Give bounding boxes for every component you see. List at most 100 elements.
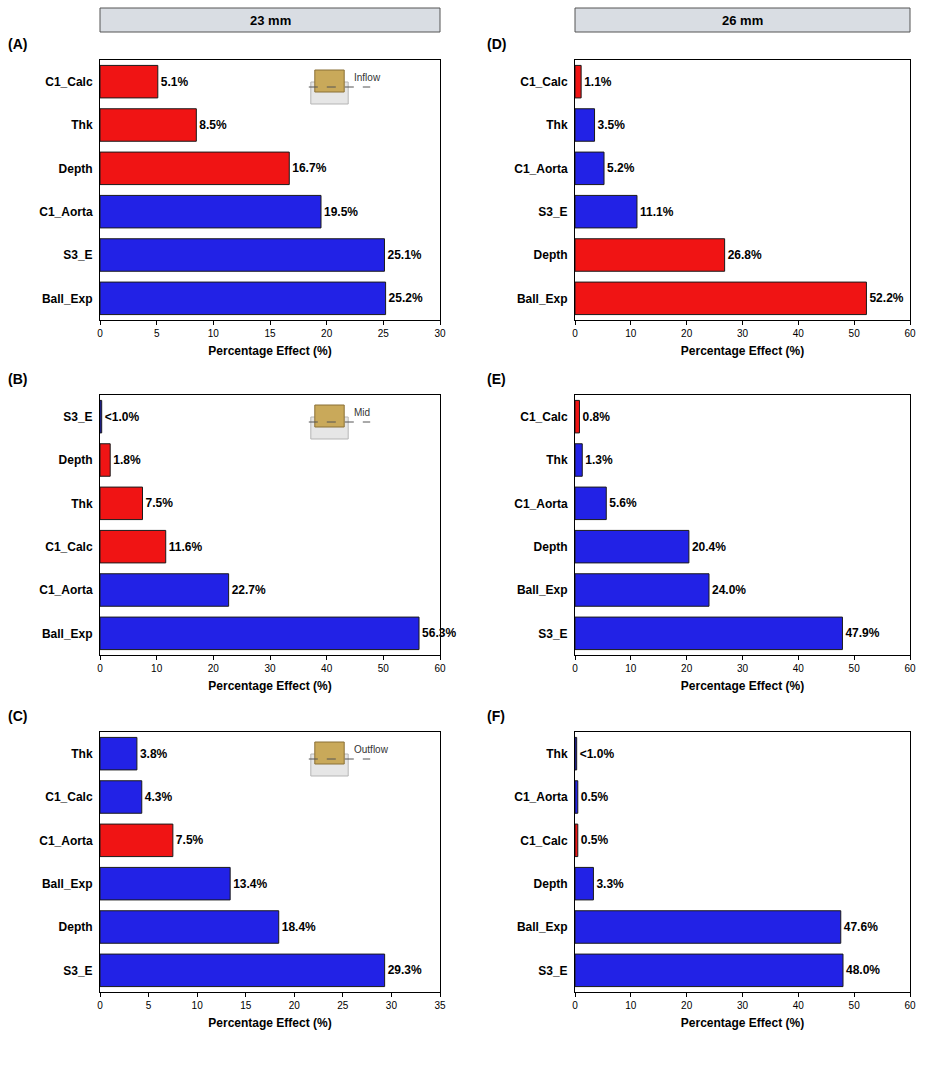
svg-text:50: 50: [849, 328, 861, 339]
svg-text:3.5%: 3.5%: [598, 118, 626, 132]
svg-text:50: 50: [849, 663, 861, 674]
svg-text:Outflow: Outflow: [354, 744, 389, 755]
svg-text:(F): (F): [487, 708, 505, 724]
svg-text:20: 20: [289, 1000, 301, 1011]
svg-text:25.2%: 25.2%: [389, 291, 423, 305]
svg-text:(D): (D): [487, 36, 506, 52]
svg-text:(A): (A): [8, 36, 27, 52]
svg-text:11.6%: 11.6%: [169, 540, 203, 554]
svg-text:Depth: Depth: [534, 877, 568, 891]
svg-text:20: 20: [321, 328, 333, 339]
svg-text:19.5%: 19.5%: [324, 205, 358, 219]
svg-text:29.3%: 29.3%: [388, 963, 422, 977]
svg-text:40: 40: [793, 1000, 805, 1011]
svg-text:15: 15: [264, 328, 276, 339]
svg-text:60: 60: [904, 1000, 916, 1011]
svg-text:47.9%: 47.9%: [845, 626, 879, 640]
svg-text:50: 50: [849, 1000, 861, 1011]
svg-text:Depth: Depth: [59, 453, 93, 467]
svg-text:Ball_Exp: Ball_Exp: [517, 920, 568, 934]
svg-text:0.8%: 0.8%: [582, 410, 610, 424]
svg-text:16.7%: 16.7%: [292, 161, 326, 175]
svg-text:C1_Aorta: C1_Aorta: [514, 162, 568, 176]
svg-text:Depth: Depth: [59, 162, 93, 176]
svg-text:30: 30: [434, 328, 446, 339]
svg-text:(C): (C): [8, 708, 27, 724]
svg-text:10: 10: [151, 663, 163, 674]
svg-text:40: 40: [321, 663, 333, 674]
svg-text:0: 0: [97, 1000, 103, 1011]
svg-text:30: 30: [264, 663, 276, 674]
svg-text:20: 20: [681, 328, 693, 339]
svg-text:10: 10: [625, 328, 637, 339]
svg-text:Depth: Depth: [59, 920, 93, 934]
svg-text:5: 5: [154, 328, 160, 339]
svg-text:Thk: Thk: [71, 118, 93, 132]
svg-text:25: 25: [378, 328, 390, 339]
svg-text:Percentage Effect (%): Percentage Effect (%): [208, 344, 331, 358]
svg-text:5.6%: 5.6%: [609, 496, 637, 510]
svg-text:20: 20: [208, 663, 220, 674]
svg-text:<1.0%: <1.0%: [580, 747, 615, 761]
svg-text:20: 20: [681, 663, 693, 674]
svg-text:Depth: Depth: [534, 248, 568, 262]
svg-text:<1.0%: <1.0%: [105, 410, 140, 424]
svg-text:40: 40: [793, 328, 805, 339]
svg-text:C1_Aorta: C1_Aorta: [39, 834, 93, 848]
svg-text:C1_Calc: C1_Calc: [45, 540, 93, 554]
svg-text:11.1%: 11.1%: [640, 205, 674, 219]
svg-text:0: 0: [572, 663, 578, 674]
svg-text:C1_Aorta: C1_Aorta: [39, 205, 93, 219]
svg-text:30: 30: [737, 1000, 749, 1011]
svg-text:56.3%: 56.3%: [422, 626, 456, 640]
svg-text:C1_Calc: C1_Calc: [520, 75, 568, 89]
svg-text:S3_E: S3_E: [63, 410, 92, 424]
svg-text:7.5%: 7.5%: [176, 833, 204, 847]
svg-text:30: 30: [386, 1000, 398, 1011]
svg-text:47.6%: 47.6%: [844, 920, 878, 934]
svg-text:C1_Calc: C1_Calc: [520, 834, 568, 848]
svg-text:15: 15: [240, 1000, 252, 1011]
svg-text:C1_Calc: C1_Calc: [45, 75, 93, 89]
svg-text:S3_E: S3_E: [63, 248, 92, 262]
svg-text:0.5%: 0.5%: [581, 833, 609, 847]
svg-text:7.5%: 7.5%: [146, 496, 174, 510]
svg-text:30: 30: [737, 663, 749, 674]
svg-text:(E): (E): [487, 371, 506, 387]
svg-text:Percentage Effect (%): Percentage Effect (%): [208, 679, 331, 693]
svg-text:0: 0: [572, 1000, 578, 1011]
svg-text:Inflow: Inflow: [354, 72, 381, 83]
svg-text:Percentage Effect (%): Percentage Effect (%): [681, 344, 804, 358]
svg-text:20: 20: [681, 1000, 693, 1011]
svg-text:S3_E: S3_E: [63, 964, 92, 978]
svg-text:1.3%: 1.3%: [585, 453, 613, 467]
svg-text:S3_E: S3_E: [538, 205, 567, 219]
svg-text:Ball_Exp: Ball_Exp: [517, 583, 568, 597]
svg-text:0: 0: [97, 663, 103, 674]
svg-text:5.2%: 5.2%: [607, 161, 635, 175]
svg-text:0: 0: [97, 328, 103, 339]
svg-text:50: 50: [378, 663, 390, 674]
svg-text:26 mm: 26 mm: [722, 13, 763, 28]
svg-text:60: 60: [904, 328, 916, 339]
svg-text:35: 35: [434, 1000, 446, 1011]
svg-text:10: 10: [625, 663, 637, 674]
svg-text:1.8%: 1.8%: [113, 453, 141, 467]
svg-text:10: 10: [192, 1000, 204, 1011]
svg-text:C1_Aorta: C1_Aorta: [514, 790, 568, 804]
svg-text:C1_Aorta: C1_Aorta: [39, 583, 93, 597]
svg-text:8.5%: 8.5%: [199, 118, 227, 132]
svg-text:Thk: Thk: [546, 747, 568, 761]
svg-text:Thk: Thk: [546, 453, 568, 467]
svg-text:Thk: Thk: [546, 118, 568, 132]
svg-text:18.4%: 18.4%: [282, 920, 316, 934]
svg-text:1.1%: 1.1%: [584, 75, 612, 89]
svg-text:5: 5: [146, 1000, 152, 1011]
svg-text:20.4%: 20.4%: [692, 540, 726, 554]
svg-text:C1_Calc: C1_Calc: [45, 790, 93, 804]
svg-text:Ball_Exp: Ball_Exp: [517, 292, 568, 306]
svg-text:Ball_Exp: Ball_Exp: [42, 877, 93, 891]
svg-text:C1_Aorta: C1_Aorta: [514, 497, 568, 511]
svg-text:C1_Calc: C1_Calc: [520, 410, 568, 424]
svg-text:Depth: Depth: [534, 540, 568, 554]
